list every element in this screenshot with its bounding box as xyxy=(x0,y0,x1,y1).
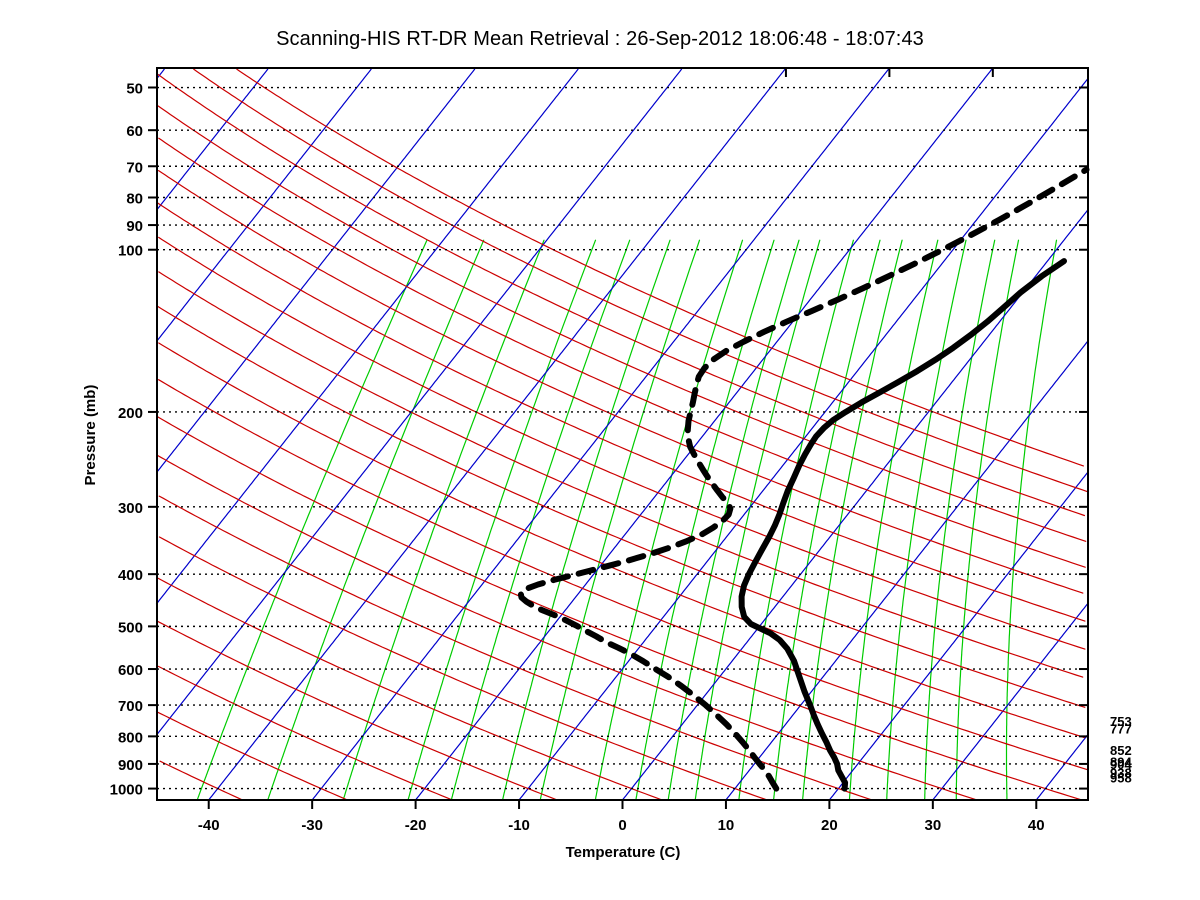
side-annotation-label: 894 xyxy=(1110,754,1132,769)
temperature-tick-label: -40 xyxy=(198,817,220,834)
temperature-tick-label: 0 xyxy=(618,817,626,834)
pressure-tick-label: 700 xyxy=(118,698,143,715)
pressure-tick-label: 80 xyxy=(126,191,143,208)
side-annotation-label: 904 xyxy=(1110,757,1132,772)
temperature-profile xyxy=(738,258,1067,792)
pressure-tick-label: 600 xyxy=(118,662,143,679)
side-annotation-label: 958 xyxy=(1110,771,1132,786)
temperature-tick-label: -10 xyxy=(508,817,530,834)
pressure-tick-label: 900 xyxy=(118,757,143,774)
pressure-tick-label: 200 xyxy=(118,405,143,422)
pressure-tick-label: 500 xyxy=(118,619,143,636)
page-title: Scanning-HIS RT-DR Mean Retrieval : 26-S… xyxy=(276,28,924,50)
side-annotation-label: 852 xyxy=(1110,743,1132,758)
temperature-axis-ticks: -40 -30 -20 -10 0 10 20 30 40 xyxy=(198,68,1088,834)
pressure-axis-ticks: 50 60 70 80 90 100 200 300 400 500 600 700 800 900 100… xyxy=(110,81,157,799)
dewpoint-profile xyxy=(517,166,1090,792)
pressure-tick-label: 50 xyxy=(126,81,143,98)
temperature-tick-label: 30 xyxy=(924,817,941,834)
side-annotation-label: 938 xyxy=(1110,766,1132,781)
pressure-tick-label: 100 xyxy=(118,243,143,260)
y-axis-label: Pressure (mb) xyxy=(82,385,99,486)
background-lines xyxy=(155,68,1089,801)
pressure-tick-label: 1000 xyxy=(110,782,143,799)
temperature-tick-label: -20 xyxy=(405,817,427,834)
pressure-tick-label: 300 xyxy=(118,500,143,517)
pressure-tick-label: 70 xyxy=(126,159,143,176)
pressure-tick-label: 90 xyxy=(126,218,143,235)
pressure-tick-label: 400 xyxy=(118,567,143,584)
side-annotation-label: 777 xyxy=(1110,722,1132,737)
side-annotation-label: 753 xyxy=(1110,714,1132,729)
temperature-tick-label: 20 xyxy=(821,817,838,834)
x-axis-label: Temperature (C) xyxy=(566,844,681,861)
sounding-profiles xyxy=(517,166,1090,792)
temperature-tick-label: 10 xyxy=(718,817,735,834)
pressure-gridlines xyxy=(157,86,1088,790)
temperature-tick-label: -30 xyxy=(301,817,323,834)
pressure-tick-label: 800 xyxy=(118,729,143,746)
pressure-tick-label: 60 xyxy=(126,123,143,140)
dry-adiabat-lines xyxy=(155,68,1089,801)
isotherm-lines xyxy=(155,68,1089,801)
temperature-tick-label: 40 xyxy=(1028,817,1045,834)
